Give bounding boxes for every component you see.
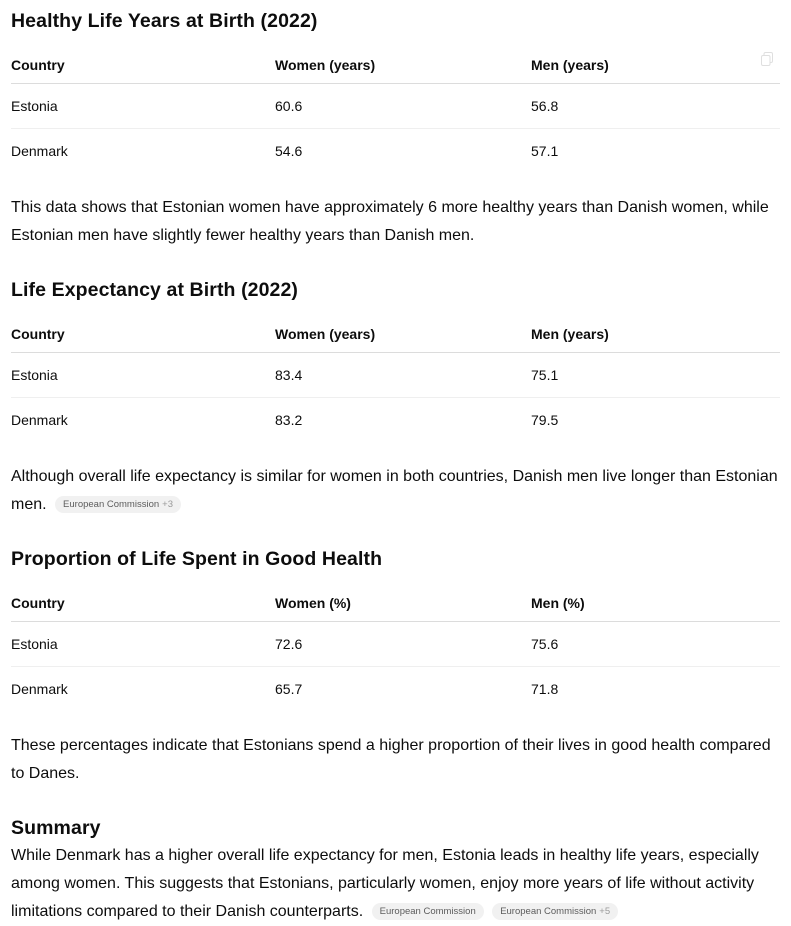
citation-source: European Commission: [379, 906, 476, 917]
column-header: Women (years): [275, 47, 531, 84]
table-row: Estonia 83.4 75.1: [11, 352, 780, 398]
citation-count: +5: [599, 906, 611, 917]
table-cell: 75.1: [531, 352, 780, 398]
section-heading: Summary: [11, 817, 101, 839]
table-cell: Estonia: [11, 83, 275, 129]
table-cell: 60.6: [275, 83, 531, 129]
citation-source: European Commission: [500, 906, 597, 917]
paragraph-text: While Denmark has a higher overall life …: [11, 847, 759, 920]
table-row: Denmark 65.7 71.8: [11, 667, 780, 712]
copy-icon[interactable]: [761, 52, 773, 66]
paragraph: These percentages indicate that Estonian…: [11, 737, 771, 782]
table-cell: 54.6: [275, 143, 303, 159]
column-header: Men (years): [531, 316, 780, 353]
table-cell: 83.4: [275, 352, 531, 398]
section-summary: Summary While Denmark has a higher overa…: [11, 816, 780, 926]
section-heading: Healthy Life Years at Birth (2022): [11, 10, 318, 32]
table-row: Denmark 54.6 57.1: [11, 129, 780, 174]
column-header: Country: [11, 316, 275, 353]
table-row: Estonia 60.6 56.8: [11, 83, 780, 129]
table-cell: 65.7: [275, 681, 303, 697]
citation-count: +3: [162, 499, 173, 510]
paragraph: This data shows that Estonian women have…: [11, 199, 769, 244]
table-cell: Estonia: [11, 621, 275, 667]
section-life-expectancy: Life Expectancy at Birth (2022) Country …: [11, 278, 780, 519]
column-header: Men (%): [531, 585, 780, 622]
table-cell: 83.2: [275, 412, 303, 428]
table-row: Estonia 72.6 75.6: [11, 621, 780, 667]
table-cell: Denmark: [11, 143, 68, 159]
data-table: Country Women (%) Men (%) Estonia 72.6 7…: [11, 585, 780, 711]
paragraph: While Denmark has a higher overall life …: [11, 842, 780, 926]
paragraph-text: Although overall life expectancy is simi…: [11, 468, 778, 513]
column-header: Country: [11, 47, 275, 84]
column-header: Country: [11, 585, 275, 622]
table-cell: Estonia: [11, 352, 275, 398]
section-good-health-proportion: Proportion of Life Spent in Good Health …: [11, 547, 780, 788]
data-table: Country Women (years) Men (years) Estoni…: [11, 47, 780, 173]
section-heading: Proportion of Life Spent in Good Health: [11, 548, 383, 570]
column-header: Women (%): [275, 585, 531, 622]
section-healthy-life-years: Healthy Life Years at Birth (2022) Count…: [11, 0, 780, 250]
section-heading: Life Expectancy at Birth (2022): [11, 279, 299, 301]
table-cell: 56.8: [531, 83, 780, 129]
table-header-row: Country Women (%) Men (%): [11, 585, 780, 622]
citation-chip[interactable]: European Commission +5: [492, 903, 619, 920]
table-cell: 75.6: [531, 621, 780, 667]
table-cell: 72.6: [275, 621, 531, 667]
citation-source: European Commission: [63, 499, 160, 510]
table-header-row: Country Women (years) Men (years): [11, 316, 780, 353]
table-cell: 57.1: [531, 143, 559, 159]
data-table: Country Women (years) Men (years) Estoni…: [11, 316, 780, 442]
table-cell: 79.5: [531, 412, 559, 428]
column-header: Men (years): [531, 47, 780, 84]
column-header: Women (years): [275, 316, 531, 353]
citation-chip[interactable]: European Commission +3: [55, 496, 181, 513]
table-cell: Denmark: [11, 681, 68, 697]
table-cell: Denmark: [11, 412, 68, 428]
table-row: Denmark 83.2 79.5: [11, 398, 780, 443]
table-header-row: Country Women (years) Men (years): [11, 47, 780, 84]
paragraph: Although overall life expectancy is simi…: [11, 463, 780, 519]
citation-chip[interactable]: European Commission: [371, 903, 484, 920]
table-cell: 71.8: [531, 681, 559, 697]
